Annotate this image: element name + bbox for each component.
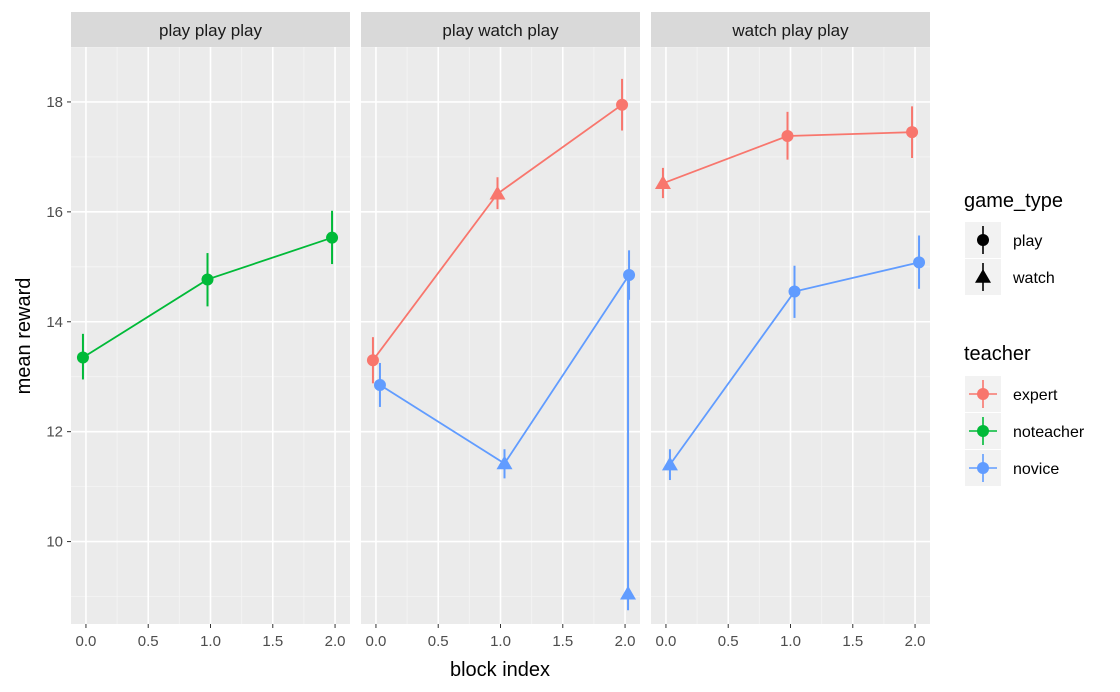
legend-title-teacher: teacher [964,343,1031,365]
y-tick-label: 10 [46,534,63,551]
point-novice-play [788,285,801,298]
point-novice-watch [620,585,637,600]
facet-title: watch play play [731,21,849,40]
legend-label-novice: novice [1013,461,1059,478]
x-tick-label: 0.0 [366,633,387,650]
panel-2: watch play play 0.0 0.5 1.0 1.5 2.0 [651,12,930,650]
legend-label-play: play [1013,233,1042,250]
point-novice-watch [496,455,513,470]
facet-title: play watch play [442,21,559,40]
y-axis-title: mean reward [13,278,35,395]
x-tick-label: 0.5 [718,633,739,650]
x-tick-label: 2.0 [615,633,636,650]
point-novice-watch [661,456,678,471]
point-expert-play [906,126,919,139]
y-tick-label: 18 [46,94,63,111]
point-noteacher-play [201,273,214,286]
y-tick-label: 12 [46,424,63,441]
x-tick-label: 0.5 [138,633,159,650]
facet-title: play play play [159,21,263,40]
x-axis-title: block index [450,659,550,681]
x-tick-label: 2.0 [905,633,926,650]
legend-label-watch: watch [1012,270,1055,287]
legend-label-noteacher: noteacher [1013,424,1085,441]
facet-strip [651,12,930,47]
x-tick-label: 1.0 [490,633,511,650]
legend-watch-icon [975,269,991,283]
point-expert-play [616,98,629,111]
x-tick-label: 0.0 [76,633,97,650]
point-noteacher-play [326,231,339,244]
point-expert-watch [654,175,671,190]
x-tick-label: 1.5 [262,633,283,650]
legend-play-icon [977,234,989,246]
x-tick-label: 2.0 [325,633,346,650]
x-tick-label: 1.0 [200,633,221,650]
point-expert-play [366,354,379,367]
legend-expert-icon [977,388,989,400]
point-novice-play [913,256,926,269]
x-tick-label: 1.5 [842,633,863,650]
y-tick-label: 14 [46,314,63,331]
x-tick-label: 0.0 [656,633,677,650]
facet-strip [71,12,350,47]
legend-novice-icon [977,462,989,474]
point-novice-play [373,378,386,391]
panel-1: play watch play 0.0 0.5 1.0 1.5 2.0 [361,12,640,650]
x-tick-label: 1.5 [552,633,573,650]
y-axis: 10 12 14 16 18 [46,94,71,551]
legend-label-expert: expert [1013,387,1058,404]
panel-0: play play play 0.0 0.5 1.0 1.5 2.0 [71,12,350,650]
x-tick-label: 0.5 [428,633,449,650]
facet-strip [361,12,640,47]
point-expert-play [781,130,794,143]
legend-title-game-type: game_type [964,190,1063,212]
y-tick-label: 16 [46,204,63,221]
point-noteacher-play [76,351,89,364]
x-tick-label: 1.0 [780,633,801,650]
point-expert-watch [489,185,506,200]
legend-noteacher-icon [977,425,989,437]
